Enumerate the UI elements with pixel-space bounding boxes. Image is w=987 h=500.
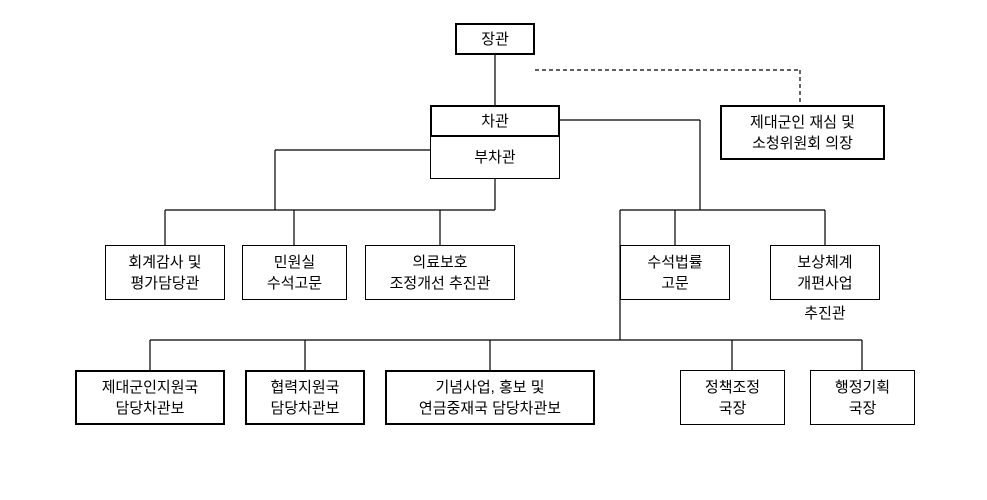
node-civil-affairs: 민원실 수석고문 xyxy=(242,245,347,300)
label-line2: 평가담당관 xyxy=(130,273,199,294)
node-admin-planning: 행정기획 국장 xyxy=(810,370,915,425)
label-line2: 수석고문 xyxy=(267,273,322,294)
label-line1: 제대군인 재심 및 xyxy=(750,112,855,133)
label-line2: 국장 xyxy=(719,398,747,419)
node-compensation: 보상체계 개편사업 xyxy=(770,245,880,300)
label-line2: 연금중재국 담당차관보 xyxy=(419,398,561,419)
label-line2: 국장 xyxy=(849,398,877,419)
label: 부차관 xyxy=(474,147,515,168)
label-line1: 의료보호 xyxy=(412,252,467,273)
label-line1: 제대군인지원국 xyxy=(102,377,199,398)
label-line2: 소청위원회 의장 xyxy=(752,133,853,154)
label-line2: 조정개선 추진관 xyxy=(390,273,491,294)
label-line1: 행정기획 xyxy=(835,377,890,398)
label-line2: 개편사업 xyxy=(797,273,852,294)
node-vice-minister: 차관 xyxy=(430,105,560,137)
node-board-chair: 제대군인 재심 및 소청위원회 의장 xyxy=(720,105,885,160)
label-line1: 수석법률 xyxy=(647,252,702,273)
label-line1: 정책조정 xyxy=(705,377,760,398)
node-cooperation-support: 협력지원국 담당차관보 xyxy=(245,370,365,425)
label-line1: 보상체계 xyxy=(797,252,852,273)
label: 장관 xyxy=(481,29,509,50)
node-audit: 회계감사 및 평가담당관 xyxy=(105,245,225,300)
node-deputy-vice-minister: 부차관 xyxy=(430,137,560,179)
label-line1: 기념사업, 홍보 및 xyxy=(435,377,544,398)
label: 차관 xyxy=(481,111,509,132)
node-medical: 의료보호 조정개선 추진관 xyxy=(365,245,515,300)
label-line3: 추진관 xyxy=(804,305,845,322)
label-line2: 담당차관보 xyxy=(270,398,339,419)
label-line2: 담당차관보 xyxy=(115,398,184,419)
node-memorial-pension: 기념사업, 홍보 및 연금중재국 담당차관보 xyxy=(385,370,595,425)
label-line2: 고문 xyxy=(661,273,689,294)
node-veterans-support: 제대군인지원국 담당차관보 xyxy=(75,370,225,425)
label-line1: 민원실 xyxy=(274,252,315,273)
node-policy: 정책조정 국장 xyxy=(680,370,785,425)
label-line1: 협력지원국 xyxy=(270,377,339,398)
node-minister: 장관 xyxy=(455,23,535,55)
node-compensation-extra: 추진관 xyxy=(770,302,880,323)
label-line1: 회계감사 및 xyxy=(128,252,201,273)
node-legal: 수석법률 고문 xyxy=(620,245,730,300)
